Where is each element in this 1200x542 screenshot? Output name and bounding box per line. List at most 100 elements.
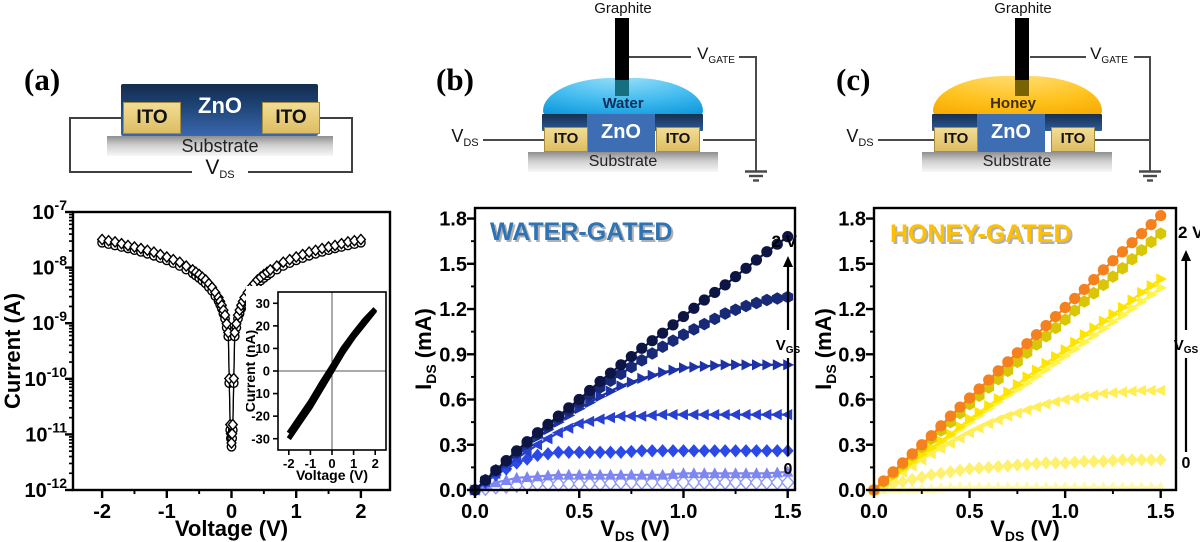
svg-text:-1: -1 [158, 501, 176, 523]
svg-text:2: 2 [372, 456, 379, 471]
zno-channel [977, 114, 1045, 152]
vgs-arrow-annotation: 2 V VGS 0 [1174, 223, 1200, 472]
svg-text:WATER-GATED: WATER-GATED [490, 218, 672, 246]
svg-text:0: 0 [784, 461, 793, 478]
svg-text:2 V: 2 V [1178, 223, 1200, 242]
ground-icon [745, 170, 767, 182]
iv-semilog-chart: -2 -1 0 1 210-710-810-910-1010-1110-12Voltag… [0, 197, 392, 541]
wires-a [69, 117, 353, 173]
svg-text:1.5: 1.5 [774, 501, 802, 523]
graphite-label: Graphite [594, 0, 652, 17]
svg-text:Current (nA): Current (nA) [246, 330, 258, 412]
series-sweep-diamonds [96, 233, 367, 450]
svg-text:VDS (V): VDS (V) [600, 516, 670, 542]
svg-text:1.5: 1.5 [838, 254, 866, 276]
svg-text:0: 0 [263, 364, 270, 379]
svg-text:1.2: 1.2 [439, 299, 467, 321]
svg-text:0.3: 0.3 [439, 435, 467, 457]
svg-text:2: 2 [355, 501, 366, 523]
svg-text:-20: -20 [251, 409, 270, 424]
svg-text:-1: -1 [305, 456, 317, 471]
svg-text:0: 0 [328, 456, 335, 471]
svg-text:0: 0 [1182, 455, 1191, 472]
svg-text:VGS: VGS [1174, 337, 1199, 356]
svg-text:0.6: 0.6 [439, 390, 467, 412]
svg-text:-2: -2 [283, 456, 295, 471]
honey-output-chart: 0.0 0.5 1.0 1.5 0.0 0.3 0.6 0.9 1.2 1.5 1.8 VDS (V)… [811, 206, 1200, 542]
svg-text:HONEY-GATED: HONEY-GATED [890, 220, 1072, 248]
panel-c-label: (c) [836, 62, 871, 97]
water-output-chart: 0.0 0.5 1.0 1.5 0.0 0.3 0.6 0.9 1.2 1.5 1.8 VDS (V)… [411, 206, 802, 542]
series-vgs-max-2v [868, 209, 1167, 496]
substrate-layer: Substrate [922, 152, 1112, 172]
svg-text:30: 30 [256, 296, 270, 311]
svg-text:1.5: 1.5 [439, 254, 467, 276]
ito-right-contact: ITO [262, 102, 320, 134]
ground-icon [1139, 170, 1161, 182]
svg-text:0.9: 0.9 [838, 344, 866, 366]
svg-text:-10: -10 [251, 386, 270, 401]
graphite-rod-submerged [615, 80, 629, 96]
vgate-label: VGATE [1090, 44, 1128, 66]
svg-text:Voltage (V): Voltage (V) [175, 516, 288, 541]
series-sweep-up [286, 308, 378, 441]
graphite-rod-submerged [1015, 80, 1029, 96]
svg-text:0.5: 0.5 [956, 501, 984, 523]
svg-text:-30: -30 [251, 431, 270, 446]
panel-b-label: (b) [436, 62, 474, 97]
svg-text:-2: -2 [93, 501, 111, 523]
ito-left-contact: ITO [123, 102, 181, 134]
svg-text:10-10: 10-10 [25, 364, 68, 391]
zno-label: ZnO [198, 93, 242, 118]
svg-text:1.0: 1.0 [1051, 501, 1079, 523]
device-schematic-c: Graphite Honey ZnO ITO ITO Substrate VDS… [805, 0, 1200, 195]
ito-right-contact: ITO [1051, 127, 1095, 152]
wires-b [483, 56, 767, 182]
series-vgs-max-2v [469, 231, 794, 496]
svg-text:10-7: 10-7 [32, 197, 67, 224]
honey-label: Honey [990, 95, 1036, 112]
device-schematic-a: ZnO ITO ITO Substrate VDS [0, 0, 405, 195]
panel-a-label: (a) [24, 62, 61, 97]
svg-text:1.5: 1.5 [1147, 501, 1175, 523]
svg-text:0.0: 0.0 [439, 480, 467, 502]
svg-text:Current (A): Current (A) [0, 293, 25, 409]
vgs-arrow-annotation: 2 V VGS 0 [771, 232, 800, 478]
svg-text:IDS (mA): IDS (mA) [811, 308, 839, 390]
svg-text:0.0: 0.0 [860, 501, 888, 523]
svg-text:VDS (V): VDS (V) [990, 516, 1060, 542]
svg-text:VGS: VGS [776, 337, 801, 356]
zno-channel [587, 114, 655, 152]
svg-text:0.5: 0.5 [565, 501, 593, 523]
svg-text:20: 20 [256, 318, 270, 333]
svg-text:10-12: 10-12 [25, 475, 68, 502]
svg-text:0.3: 0.3 [838, 435, 866, 457]
svg-text:10-9: 10-9 [32, 308, 67, 335]
svg-text:Voltage (V): Voltage (V) [296, 467, 368, 483]
wires-c [878, 56, 1161, 182]
svg-text:2 V: 2 V [771, 232, 797, 251]
svg-text:1.8: 1.8 [439, 209, 467, 231]
ito-right-contact: ITO [656, 127, 700, 152]
vds-label: VDS [205, 156, 235, 181]
graphite-label: Graphite [994, 0, 1052, 17]
graphite-rod [615, 18, 629, 80]
graphite-rod [1015, 18, 1029, 80]
svg-text:IDS (mA): IDS (mA) [411, 308, 439, 390]
substrate-layer: Substrate [528, 152, 718, 172]
zno-label: ZnO [601, 121, 641, 143]
svg-text:0.0: 0.0 [838, 480, 866, 502]
svg-text:10-11: 10-11 [25, 419, 67, 446]
svg-text:HONEY-GATED: HONEY-GATED [892, 222, 1074, 250]
svg-text:1: 1 [350, 456, 357, 471]
svg-text:10: 10 [256, 341, 270, 356]
svg-text:1: 1 [291, 501, 302, 523]
zno-label: ZnO [991, 121, 1031, 143]
vds-label: VDS [846, 126, 874, 149]
svg-text:WATER-GATED: WATER-GATED [492, 220, 674, 248]
vgate-label: VGATE [697, 44, 735, 66]
ito-left-contact: ITO [934, 127, 978, 152]
svg-text:0.9: 0.9 [439, 344, 467, 366]
